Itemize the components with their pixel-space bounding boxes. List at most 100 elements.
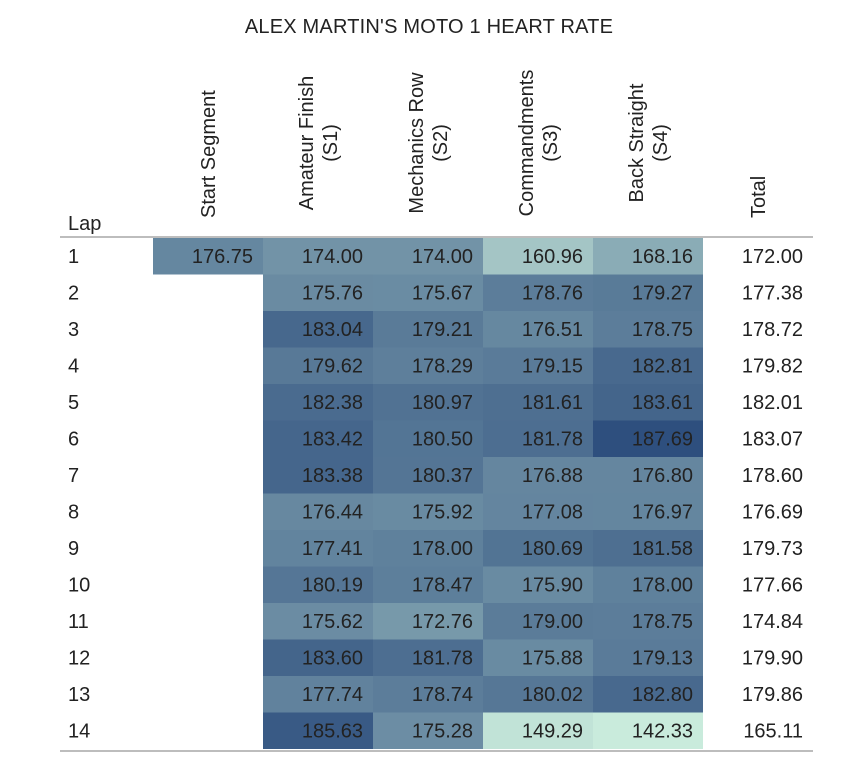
heat-cell-r11-c4 <box>593 603 703 640</box>
heat-cell-r5-c2 <box>373 384 483 421</box>
cell-value-r1-c2: 174.00 <box>412 246 473 268</box>
lap-label-13: 13 <box>68 684 90 706</box>
cell-value-r5-c5: 182.01 <box>742 392 803 414</box>
cell-value-r5-c3: 181.61 <box>522 392 583 414</box>
heat-cell-r2-c4 <box>593 274 703 311</box>
cell-value-r12-c2: 181.78 <box>412 648 473 670</box>
cell-value-r12-c4: 179.13 <box>632 648 693 670</box>
cell-value-r14-c5: 165.11 <box>743 721 803 743</box>
lap-label-2: 2 <box>68 283 79 305</box>
heat-cell-r7-c3 <box>483 457 593 494</box>
column-header-2-line-0: Mechanics Row <box>406 72 428 214</box>
heat-cell-r13-c4 <box>593 676 703 713</box>
column-header-3-line-1: (S3) <box>540 124 562 162</box>
cell-value-r6-c3: 181.78 <box>522 429 583 451</box>
heat-cell-r3-c3 <box>483 311 593 348</box>
cell-value-r9-c3: 180.69 <box>522 538 583 560</box>
cell-value-r4-c1: 179.62 <box>302 356 363 378</box>
heat-cell-r14-c1 <box>263 712 373 749</box>
lap-label-4: 4 <box>68 356 79 378</box>
heat-cell-r12-c1 <box>263 639 373 676</box>
heat-cell-r11-c2 <box>373 603 483 640</box>
cell-value-r8-c4: 176.97 <box>632 502 693 524</box>
heat-cell-r6-c1 <box>263 420 373 457</box>
heat-cell-r4-c4 <box>593 347 703 384</box>
cell-value-r7-c1: 183.38 <box>302 465 363 487</box>
heat-cell-r10-c4 <box>593 566 703 603</box>
column-header-5-line-0: Total <box>748 176 770 218</box>
cell-value-r12-c1: 183.60 <box>302 648 363 670</box>
cell-value-r7-c4: 176.80 <box>632 465 693 487</box>
heat-cell-r7-c1 <box>263 457 373 494</box>
cell-value-r7-c5: 178.60 <box>742 465 803 487</box>
cell-value-r1-c1: 174.00 <box>302 246 363 268</box>
cell-value-r8-c1: 176.44 <box>302 502 363 524</box>
heat-cell-r14-c4 <box>593 712 703 749</box>
heat-cell-r5-c4 <box>593 384 703 421</box>
cell-value-r14-c3: 149.29 <box>522 721 583 743</box>
column-header-0-line-0: Start Segment <box>198 90 220 218</box>
heat-cell-r4-c3 <box>483 347 593 384</box>
cell-value-r2-c1: 175.76 <box>302 283 363 305</box>
heat-cell-r11-c3 <box>483 603 593 640</box>
lap-label-9: 9 <box>68 538 79 560</box>
cell-value-r1-c0: 176.75 <box>192 246 253 268</box>
heat-cell-r12-c3 <box>483 639 593 676</box>
cell-value-r13-c1: 177.74 <box>302 684 363 706</box>
cell-value-r1-c5: 172.00 <box>742 246 803 268</box>
heat-cell-r10-c2 <box>373 566 483 603</box>
lap-label-12: 12 <box>68 648 90 670</box>
cell-value-r13-c5: 179.86 <box>742 684 803 706</box>
heat-cell-r9-c1 <box>263 530 373 567</box>
column-header-2-line-1: (S2) <box>430 124 452 162</box>
heat-cell-r1-c4 <box>593 238 703 275</box>
heat-cell-r6-c2 <box>373 420 483 457</box>
heat-cell-r3-c4 <box>593 311 703 348</box>
cell-value-r6-c1: 183.42 <box>302 429 363 451</box>
heat-cell-r13-c3 <box>483 676 593 713</box>
cell-value-r9-c4: 181.58 <box>632 538 693 560</box>
lap-label-11: 11 <box>68 611 89 633</box>
cell-value-r6-c4: 187.69 <box>632 429 693 451</box>
heat-cell-r1-c2 <box>373 238 483 275</box>
cell-value-r11-c2: 172.76 <box>412 611 473 633</box>
heat-cell-r10-c3 <box>483 566 593 603</box>
column-header-3-line-0: Commandments <box>516 70 538 217</box>
lap-label-6: 6 <box>68 429 79 451</box>
cell-value-r14-c1: 185.63 <box>302 721 363 743</box>
cell-value-r11-c3: 179.00 <box>522 611 583 633</box>
heat-cell-r9-c3 <box>483 530 593 567</box>
cell-value-r4-c4: 182.81 <box>632 356 693 378</box>
cell-value-r14-c2: 175.28 <box>412 721 473 743</box>
cell-value-r3-c2: 179.21 <box>412 319 473 341</box>
heat-cell-r1-c0 <box>153 238 263 275</box>
cell-value-r3-c1: 183.04 <box>302 319 363 341</box>
heat-cell-r10-c1 <box>263 566 373 603</box>
cell-value-r9-c5: 179.73 <box>742 538 803 560</box>
heat-cell-r4-c2 <box>373 347 483 384</box>
heat-cell-r13-c2 <box>373 676 483 713</box>
cell-value-r10-c3: 175.90 <box>522 575 583 597</box>
cell-value-r14-c4: 142.33 <box>632 721 693 743</box>
heat-cell-r2-c2 <box>373 274 483 311</box>
cell-value-r10-c5: 177.66 <box>742 575 803 597</box>
cell-value-r5-c1: 182.38 <box>302 392 363 414</box>
cell-value-r8-c5: 176.69 <box>742 502 803 524</box>
cell-value-r4-c2: 178.29 <box>412 356 473 378</box>
cell-value-r13-c2: 178.74 <box>412 684 473 706</box>
column-header-1-line-0: Amateur Finish <box>296 76 318 211</box>
heat-cell-r2-c3 <box>483 274 593 311</box>
cell-value-r5-c2: 180.97 <box>412 392 473 414</box>
heat-cell-r7-c4 <box>593 457 703 494</box>
cell-value-r9-c1: 177.41 <box>302 538 363 560</box>
row-header-lap: Lap <box>68 213 101 235</box>
heat-cell-r8-c3 <box>483 493 593 530</box>
heat-cell-r5-c3 <box>483 384 593 421</box>
cell-value-r12-c3: 175.88 <box>522 648 583 670</box>
cell-value-r11-c4: 178.75 <box>632 611 693 633</box>
cell-value-r6-c2: 180.50 <box>412 429 473 451</box>
heat-cell-r3-c2 <box>373 311 483 348</box>
heat-cell-r14-c2 <box>373 712 483 749</box>
cell-value-r7-c2: 180.37 <box>412 465 473 487</box>
lap-label-1: 1 <box>68 246 79 268</box>
